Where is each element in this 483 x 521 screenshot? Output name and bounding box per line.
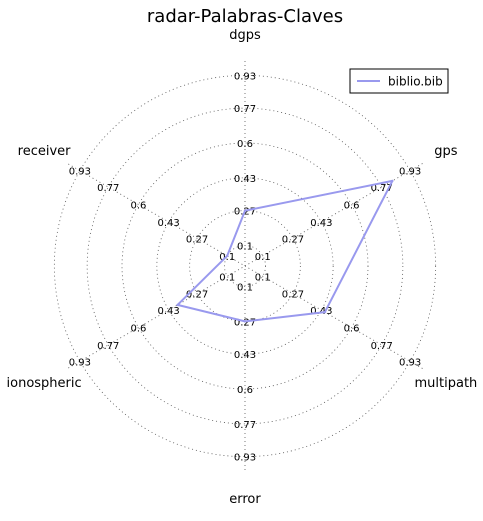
data-point-multipath (323, 310, 327, 314)
tick-label-error-4: 0.77 (234, 420, 256, 431)
data-point-dgps (243, 209, 247, 212)
legend-label: biblio.bib (388, 75, 443, 89)
tick-label-multipath-0: 0.1 (255, 272, 271, 283)
tick-layer: 0.1 0.27 0.43 0.6 0.77 0.93 0.1 0.27 0.43 0.6 0.77… (69, 71, 421, 463)
tick-label-error-0: 0.1 (237, 283, 253, 294)
data-point-error (243, 320, 247, 323)
grid-circle-0 (224, 245, 266, 287)
tick-label-gps-0: 0.1 (255, 252, 271, 263)
tick-label-dgps-2: 0.43 (234, 174, 256, 185)
data-point-receiver (226, 254, 229, 257)
grid-layer (53, 61, 437, 471)
tick-label-error-3: 0.6 (237, 385, 253, 396)
tick-label-dgps-3: 0.6 (237, 139, 253, 150)
tick-label-dgps-4: 0.77 (234, 104, 256, 115)
axis-label-multipath: multipath (415, 376, 478, 391)
tick-label-gps-1: 0.27 (282, 234, 304, 245)
tick-label-error-2: 0.43 (234, 350, 256, 361)
data-point-gps (391, 179, 394, 183)
axis-label-dgps: dgps (229, 28, 261, 43)
tick-label-error-5: 0.93 (234, 453, 256, 464)
legend: biblio.bib (349, 68, 449, 94)
tick-label-receiver-0: 0.1 (219, 252, 235, 263)
tick-label-multipath-1: 0.27 (282, 290, 304, 301)
tick-label-receiver-2: 0.43 (158, 218, 180, 229)
axis-label-ionospheric: ionospheric (7, 376, 82, 391)
spoke-line-1 (67, 163, 423, 369)
chart-title: radar-Palabras-Claves (147, 6, 343, 27)
axis-label-error: error (229, 492, 261, 507)
series-layer (176, 179, 394, 323)
grid-circle-4 (86, 107, 404, 425)
tick-label-multipath-3: 0.6 (344, 324, 360, 335)
tick-label-receiver-4: 0.77 (97, 183, 119, 194)
tick-label-receiver-5: 0.93 (69, 167, 91, 178)
tick-label-multipath-5: 0.93 (399, 357, 421, 368)
tick-label-gps-2: 0.43 (310, 218, 332, 229)
tick-label-multipath-4: 0.77 (371, 341, 393, 352)
tick-label-ionospheric-1: 0.27 (186, 290, 208, 301)
axis-label-receiver: receiver (18, 144, 72, 159)
tick-label-error-1: 0.27 (234, 317, 256, 328)
data-point-ionospheric (176, 303, 179, 307)
tick-label-ionospheric-2: 0.43 (158, 306, 180, 317)
tick-label-gps-4: 0.77 (371, 183, 393, 194)
tick-label-receiver-3: 0.6 (131, 201, 147, 212)
tick-label-dgps-0: 0.1 (237, 242, 253, 253)
spoke-line-2 (67, 163, 423, 369)
tick-label-ionospheric-3: 0.6 (131, 324, 147, 335)
tick-label-gps-5: 0.93 (399, 167, 421, 178)
tick-label-receiver-1: 0.27 (186, 234, 208, 245)
tick-label-ionospheric-4: 0.77 (97, 341, 119, 352)
axis-layer: dgps gps multipath error ionospheric receiver (7, 28, 478, 507)
tick-label-ionospheric-0: 0.1 (219, 272, 235, 283)
tick-label-ionospheric-5: 0.93 (69, 357, 91, 368)
grid-circle-5 (53, 74, 437, 458)
grid-circle-2 (156, 177, 334, 355)
tick-label-gps-3: 0.6 (344, 201, 360, 212)
axis-label-gps: gps (434, 144, 458, 159)
tick-label-dgps-5: 0.93 (234, 71, 256, 82)
grid-circle-3 (121, 142, 369, 390)
